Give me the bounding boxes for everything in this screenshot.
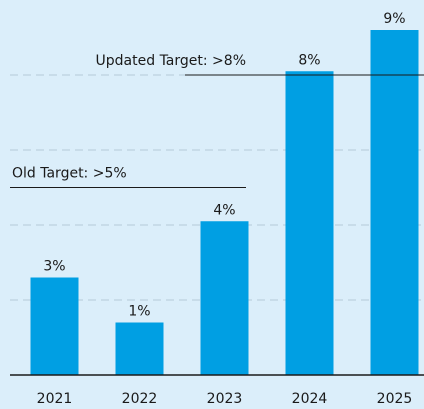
bar [370,30,419,375]
value-label: 1% [128,304,150,320]
bar [200,221,249,375]
bar [115,322,164,375]
annotation: Updated Target: >8% [96,53,246,69]
annotation: Old Target: >5% [12,166,127,182]
x-tick-label: 2022 [122,391,158,407]
bar [285,71,334,375]
x-tick-label: 2025 [377,391,413,407]
value-label: 8% [298,52,320,68]
x-tick-label: 2024 [292,391,328,407]
value-label: 3% [43,259,65,275]
value-label: 9% [383,11,405,27]
x-tick-label: 2023 [207,391,243,407]
x-tick-label: 2021 [37,391,73,407]
bar [30,277,79,375]
value-label: 4% [213,202,235,218]
